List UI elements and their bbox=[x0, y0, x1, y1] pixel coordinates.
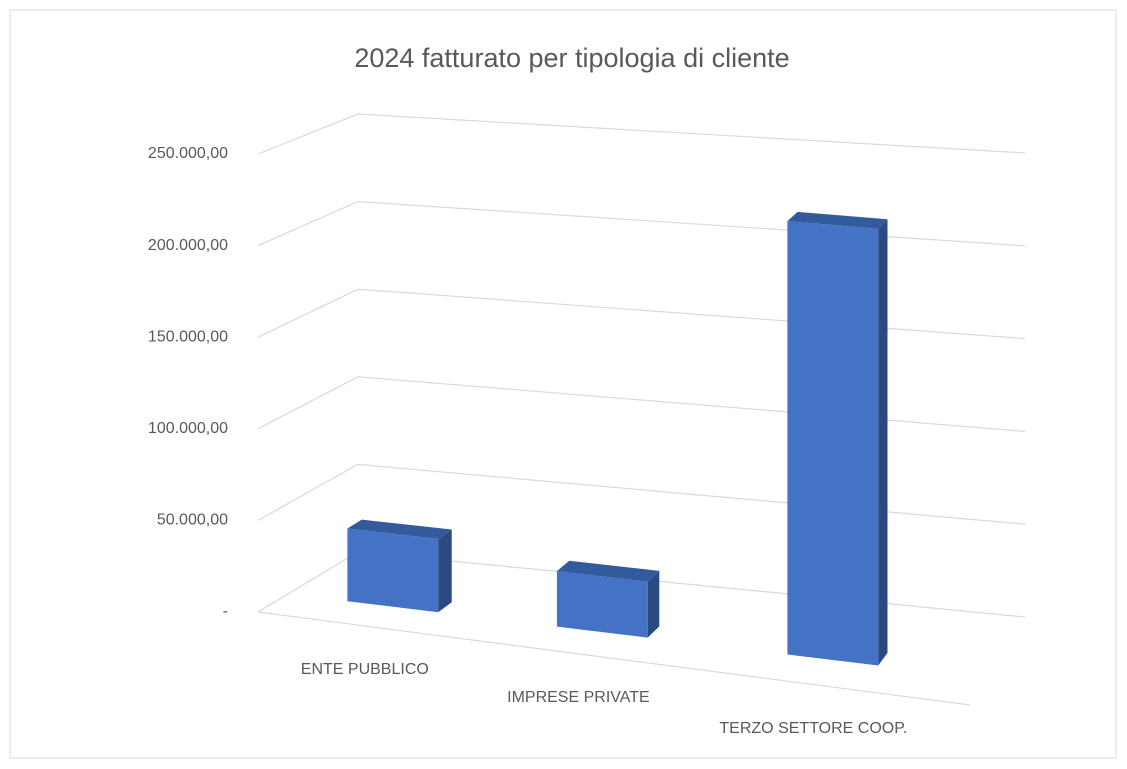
bar bbox=[347, 519, 452, 613]
y-tick-label: 250.000,00 bbox=[148, 145, 228, 162]
bar bbox=[787, 211, 888, 666]
bar-side bbox=[438, 529, 452, 613]
x-tick-label: ENTE PUBBLICO bbox=[301, 661, 429, 678]
chart-frame bbox=[9, 9, 1117, 759]
chart-title: 2024 fatturato per tipologia di cliente bbox=[354, 43, 789, 73]
bar-side bbox=[647, 570, 660, 638]
bar-front bbox=[556, 571, 648, 638]
bar-top bbox=[787, 211, 888, 229]
bar-front bbox=[347, 528, 439, 613]
bar bbox=[556, 560, 660, 638]
y-tick-label: 50.000,00 bbox=[157, 512, 228, 529]
bar-top bbox=[347, 519, 452, 539]
bar-side bbox=[878, 219, 888, 666]
bar-front bbox=[787, 221, 879, 666]
y-tick-label: 100.000,00 bbox=[148, 420, 228, 437]
y-tick-label: - bbox=[223, 603, 228, 620]
grid-line bbox=[257, 113, 1026, 155]
x-tick-label: IMPRESE PRIVATE bbox=[507, 689, 650, 706]
y-tick-label: 200.000,00 bbox=[148, 237, 228, 254]
floor-edge bbox=[257, 611, 971, 706]
x-tick-label: TERZO SETTORE COOP. bbox=[719, 720, 907, 737]
bar-top bbox=[556, 560, 660, 582]
y-tick-label: 150.000,00 bbox=[148, 328, 228, 345]
